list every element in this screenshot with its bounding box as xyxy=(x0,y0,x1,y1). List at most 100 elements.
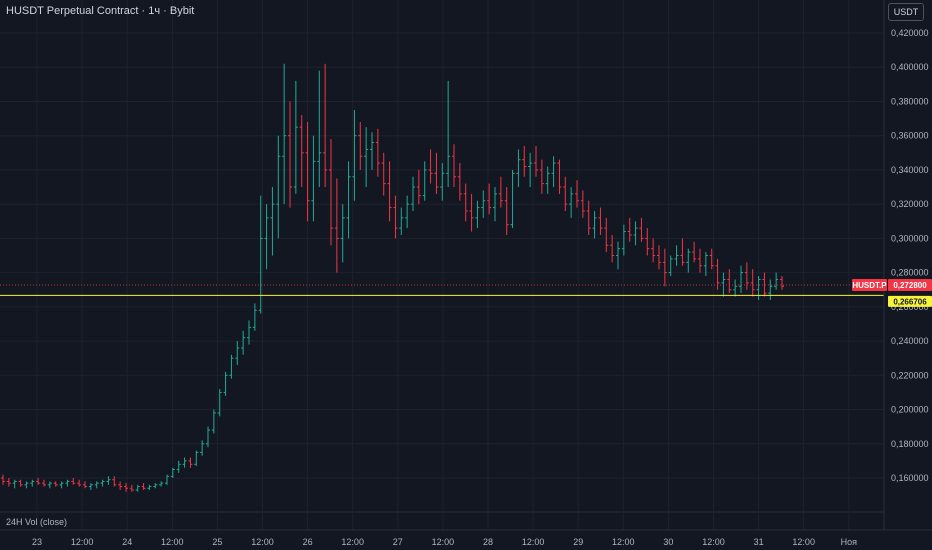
volume-indicator-label[interactable]: 24H Vol (close) xyxy=(6,517,68,527)
ohlc-bar xyxy=(569,187,574,218)
ohlc-bar xyxy=(539,159,544,194)
ohlc-bar xyxy=(744,262,749,290)
ohlc-bar xyxy=(692,241,697,263)
ohlc-bar xyxy=(71,478,76,485)
ohlc-bar xyxy=(575,180,579,208)
ohlc-bar xyxy=(194,450,199,467)
time-tick-label: Ноя xyxy=(841,537,858,547)
ohlc-bar xyxy=(504,187,509,235)
ohlc-bar xyxy=(387,161,392,222)
ohlc-bar xyxy=(94,481,99,489)
price-axis[interactable]: 0,420000 0,400000 0,380000 0,360000 0,340000… xyxy=(883,0,929,530)
horizontal-tag-text: 0,266706 xyxy=(893,297,927,306)
ohlc-bar xyxy=(176,460,181,473)
ohlc-bar xyxy=(639,217,644,242)
ohlc-bar xyxy=(18,479,23,487)
symbol-tag-text: HUSDT.P xyxy=(852,281,887,290)
horizontal-tag-bg xyxy=(888,295,932,307)
ohlc-bar xyxy=(399,207,404,235)
ohlc-bar xyxy=(323,63,328,188)
ohlc-bar xyxy=(592,211,597,239)
currency-button[interactable]: USDT xyxy=(888,3,924,21)
price-tick-label: 0,380000 xyxy=(891,96,929,106)
ohlc-bar xyxy=(651,238,656,263)
ohlc-bar xyxy=(452,144,456,188)
ohlc-bar xyxy=(305,122,310,222)
time-tick-label: 12:00 xyxy=(702,537,725,547)
ohlc-bar xyxy=(223,371,228,396)
grid-lines xyxy=(0,0,884,530)
time-tick-label: 27 xyxy=(393,537,403,547)
ohlc-bar xyxy=(774,272,779,290)
ohlc-bar xyxy=(405,195,410,229)
ohlc-bar xyxy=(188,457,193,468)
ohlc-bar xyxy=(77,479,82,487)
ohlc-bar xyxy=(750,269,755,297)
ohlc-bar xyxy=(756,276,761,300)
ohlc-bar xyxy=(516,149,521,188)
ohlc-bar xyxy=(235,341,240,366)
price-tags: HUSDT.P 0,272800 0,266706 xyxy=(852,278,932,307)
time-tick-label: 12:00 xyxy=(432,537,455,547)
ohlc-bar xyxy=(709,248,714,270)
ohlc-bar xyxy=(83,481,87,489)
ohlc-bar xyxy=(100,479,105,487)
ohlc-bar xyxy=(364,127,369,188)
time-tick-label: 30 xyxy=(663,537,673,547)
last-price-tag-bg xyxy=(888,278,932,291)
ohlc-bar xyxy=(311,135,316,222)
ohlc-bar xyxy=(276,135,281,239)
ohlc-bar xyxy=(703,252,708,277)
ohlc-bar xyxy=(563,176,568,211)
ohlc-bar xyxy=(252,303,257,331)
ohlc-bar xyxy=(733,279,738,297)
ohlc-bar xyxy=(200,440,205,456)
ohlc-bar xyxy=(264,204,269,270)
ohlc-bar xyxy=(411,176,415,211)
ohlc-bar xyxy=(340,204,345,263)
ohlc-series xyxy=(1,63,784,492)
ohlc-bar xyxy=(545,166,550,194)
ohlc-bar xyxy=(247,320,251,345)
ohlc-bar xyxy=(434,152,439,194)
ohlc-bar xyxy=(24,481,29,489)
ohlc-bar xyxy=(42,479,46,487)
ohlc-bar xyxy=(159,481,164,487)
ohlc-bar xyxy=(463,183,468,222)
ohlc-bar xyxy=(129,484,134,492)
ohlc-bar xyxy=(416,169,421,205)
ohlc-bar xyxy=(510,169,515,229)
ohlc-bar xyxy=(627,217,632,242)
price-tick-label: 0,240000 xyxy=(891,336,929,346)
ohlc-bar xyxy=(258,195,263,314)
ohlc-bar xyxy=(610,234,615,263)
ohlc-bar xyxy=(440,163,445,201)
ohlc-bar xyxy=(481,190,486,218)
ohlc-bar xyxy=(686,248,691,273)
ohlc-bar xyxy=(329,139,333,246)
ohlc-bar xyxy=(59,481,64,489)
ohlc-bar xyxy=(30,479,35,487)
price-tick-label: 0,160000 xyxy=(891,473,929,483)
ohlc-bar xyxy=(621,224,626,256)
ohlc-bar xyxy=(241,330,246,355)
ohlc-bar xyxy=(206,426,210,448)
time-axis[interactable]: 23 12:00 24 12:00 25 12:00 26 12:00 27 12:00 28 12:… xyxy=(0,529,932,547)
ohlc-bar xyxy=(375,128,380,177)
ohlc-bar xyxy=(118,481,123,490)
ohlc-bar xyxy=(165,474,169,485)
ohlc-bar xyxy=(469,193,474,232)
ohlc-bar xyxy=(299,115,304,188)
symbol-title[interactable]: HUSDT Perpetual Contract · 1ч · Bybit xyxy=(6,5,195,17)
ohlc-bar xyxy=(475,200,480,229)
time-tick-label: 12:00 xyxy=(792,537,815,547)
ohlc-bar xyxy=(493,187,497,222)
price-tick-label: 0,420000 xyxy=(891,28,929,38)
ohlc-bar xyxy=(727,269,732,294)
time-tick-label: 31 xyxy=(754,537,764,547)
last-price-tag-text: 0,272800 xyxy=(893,281,927,290)
time-tick-label: 26 xyxy=(303,537,313,547)
ohlc-bar xyxy=(698,248,702,273)
